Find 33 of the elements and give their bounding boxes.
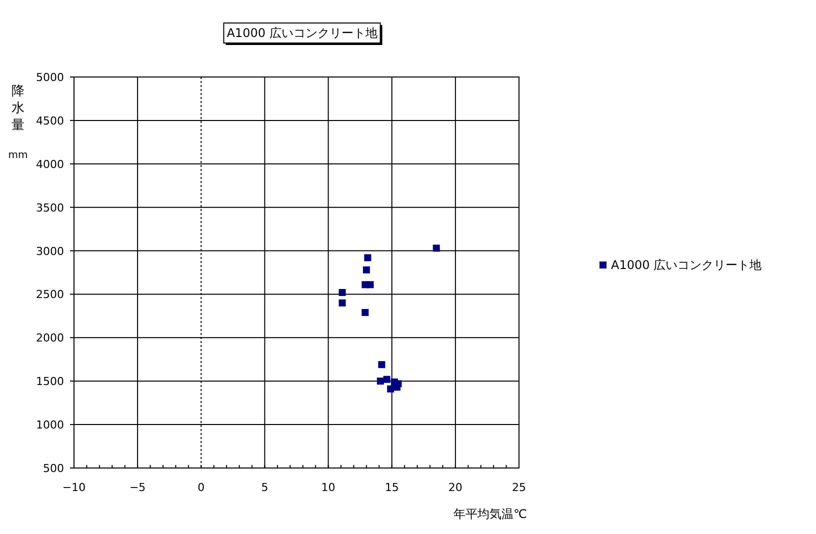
x-tick-label: 15 [384,481,399,494]
y-tick-label: 4500 [36,114,64,128]
y-tick-label: 3000 [36,244,64,258]
chart-title: A1000 広いコンクリート地 [226,26,378,40]
y-tick-label: 1500 [36,375,64,388]
x-tick-label: 25 [512,481,526,494]
point [362,266,370,274]
point [432,244,440,252]
y-tick-label: 4000 [36,158,64,171]
point [383,376,390,383]
text: 降水量 mm [8,84,28,161]
point [362,308,369,316]
y-tick-label: 1000 [36,418,64,432]
legend-label: A1000 広いコンクリート地 [611,258,762,272]
point [366,281,374,288]
point [376,378,384,385]
y-tick-label: 3500 [36,201,64,214]
point [338,288,346,296]
point [378,361,386,368]
point [387,385,394,392]
x-tick-label: 0 [198,481,205,494]
x-tick-label: −5 [129,481,146,494]
y-tick-label: 2000 [36,332,64,345]
point [338,299,346,306]
point [364,254,372,262]
x-tick-label: 5 [261,481,268,494]
y-tick-label: 500 [43,462,64,475]
x-tick-label: −10 [62,481,86,494]
x-axis-title: 年平均気温℃ [454,507,527,521]
x-tick-label: 10 [321,481,336,494]
x-tick-label: 20 [448,481,462,494]
y-tick-label: 5000 [36,71,64,84]
y-tick-label: 2500 [36,288,64,302]
